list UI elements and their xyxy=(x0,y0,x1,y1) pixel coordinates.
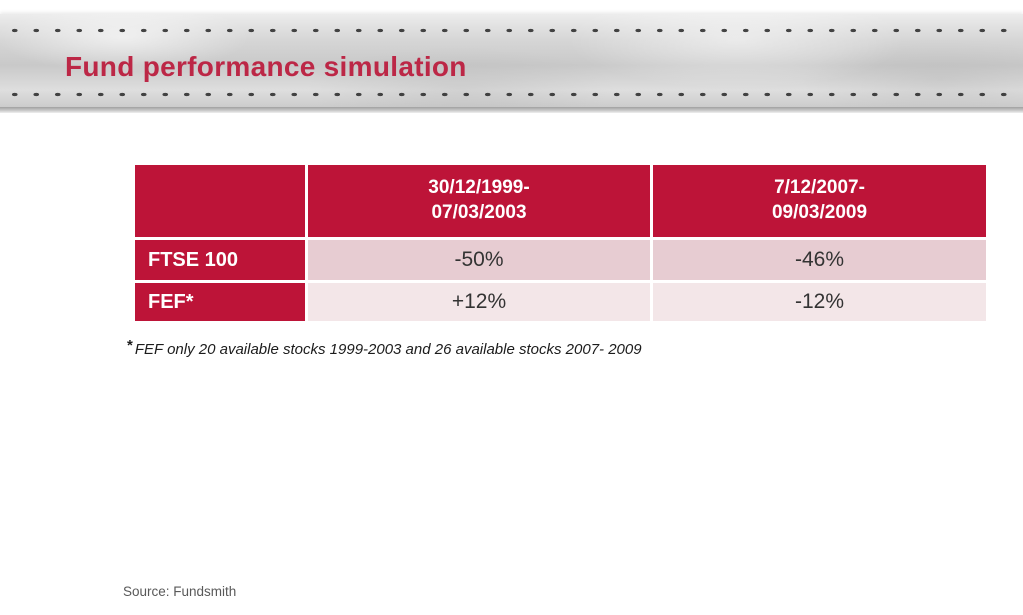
table-header-empty-cell xyxy=(135,165,305,237)
period-1-line-2: 07/03/2003 xyxy=(431,202,527,223)
table-cell-ftse100-period-1: -50% xyxy=(308,240,650,280)
period-1-line-1: 30/12/1999- xyxy=(428,177,530,199)
source-attribution: Source: Fundsmith xyxy=(123,584,237,599)
rivet-dots-row-top-icon xyxy=(4,27,1019,34)
footnote-text: FEF only 20 available stocks 1999-2003 a… xyxy=(134,341,642,358)
period-2-line-1: 7/12/2007- xyxy=(774,177,865,199)
footnote: * FEF only 20 available stocks 1999-2003 … xyxy=(127,337,642,358)
page-title: Fund performance simulation xyxy=(65,51,467,82)
rivet-dots-row-bottom-icon xyxy=(4,91,1019,98)
period-2-line-2: 09/03/2009 xyxy=(771,202,868,223)
table-header-period-1: 30/12/1999- 07/03/2003 xyxy=(308,165,650,237)
banner-shadow-divider xyxy=(0,107,1023,113)
table-header-period-2: 7/12/2007- 09/03/2009 xyxy=(653,165,986,237)
table-cell-fef-period-2: -12% xyxy=(653,283,986,321)
table-row-label-ftse100: FTSE 100 xyxy=(135,240,305,280)
table-row-label-fef: FEF* xyxy=(135,283,305,321)
table-cell-fef-period-1: +12% xyxy=(308,283,650,321)
fund-performance-table: 30/12/1999- 07/03/2003 7/12/2007- 09/03/… xyxy=(135,165,986,321)
table-cell-ftse100-period-2: -46% xyxy=(653,240,986,280)
footnote-asterisk: * xyxy=(127,337,133,354)
header-banner: Fund performance simulation xyxy=(0,14,1023,107)
